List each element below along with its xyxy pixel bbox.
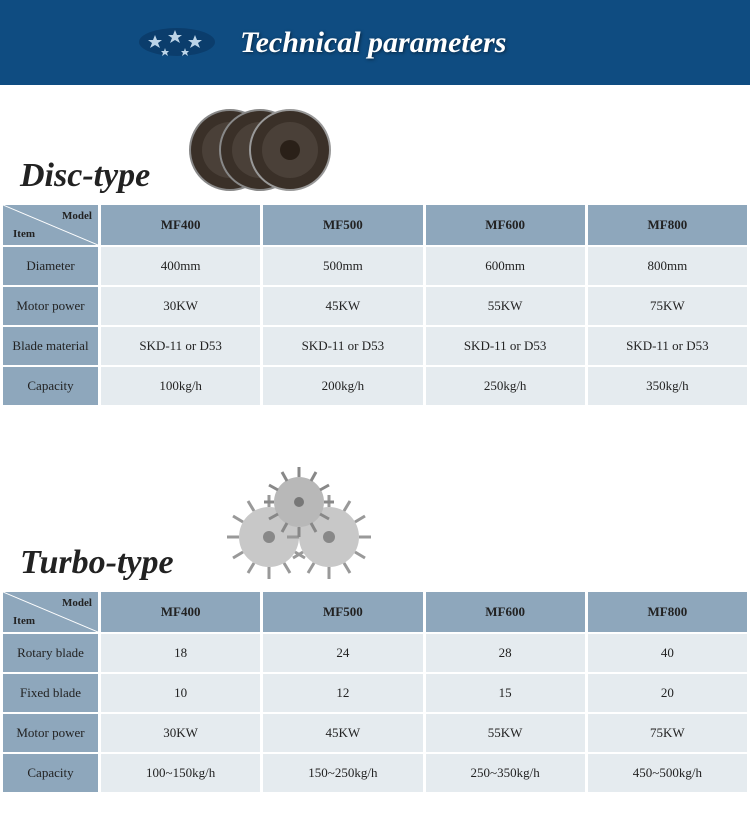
row-label: Motor power	[3, 714, 98, 752]
data-cell: 100kg/h	[101, 367, 260, 405]
col-header: MF500	[263, 205, 422, 245]
col-header: MF500	[263, 592, 422, 632]
disc-section: Disc-type Model Item MF400 MF500	[0, 85, 750, 407]
turbo-section-title: Turbo-type	[20, 544, 174, 582]
data-cell: 55KW	[426, 714, 585, 752]
item-model-corner: Model Item	[3, 205, 98, 245]
model-label: Model	[62, 597, 92, 609]
data-cell: SKD-11 or D53	[263, 327, 422, 365]
data-cell: 500mm	[263, 247, 422, 285]
data-cell: 15	[426, 674, 585, 712]
col-header: MF600	[426, 205, 585, 245]
row-label: Fixed blade	[3, 674, 98, 712]
turbo-table: Model Item MF400 MF500 MF600 MF800 Rotar…	[0, 590, 750, 794]
data-cell: 250kg/h	[426, 367, 585, 405]
row-label: Rotary blade	[3, 634, 98, 672]
disc-product-image	[175, 105, 345, 195]
col-header: MF600	[426, 592, 585, 632]
table-row: Blade material SKD-11 or D53 SKD-11 or D…	[3, 327, 747, 365]
model-label: Model	[62, 210, 92, 222]
data-cell: 150~250kg/h	[263, 754, 422, 792]
table-row: Motor power 30KW 45KW 55KW 75KW	[3, 714, 747, 752]
table-row: Capacity 100~150kg/h 150~250kg/h 250~350…	[3, 754, 747, 792]
table-header-row: Model Item MF400 MF500 MF600 MF800	[3, 592, 747, 632]
data-cell: 250~350kg/h	[426, 754, 585, 792]
data-cell: 75KW	[588, 714, 747, 752]
table-row: Motor power 30KW 45KW 55KW 75KW	[3, 287, 747, 325]
col-header: MF400	[101, 205, 260, 245]
data-cell: 30KW	[101, 714, 260, 752]
data-cell: 28	[426, 634, 585, 672]
turbo-section: Turbo-type	[0, 447, 750, 794]
row-label: Capacity	[3, 367, 98, 405]
table-header-row: Model Item MF400 MF500 MF600 MF800	[3, 205, 747, 245]
row-label: Diameter	[3, 247, 98, 285]
data-cell: 200kg/h	[263, 367, 422, 405]
data-cell: 10	[101, 674, 260, 712]
data-cell: 45KW	[263, 287, 422, 325]
stars-logo	[135, 20, 220, 65]
data-cell: 800mm	[588, 247, 747, 285]
data-cell: 20	[588, 674, 747, 712]
data-cell: 75KW	[588, 287, 747, 325]
col-header: MF800	[588, 592, 747, 632]
disc-section-header: Disc-type	[0, 85, 750, 203]
row-label: Blade material	[3, 327, 98, 365]
page-title: Technical parameters	[240, 26, 506, 60]
table-row: Capacity 100kg/h 200kg/h 250kg/h 350kg/h	[3, 367, 747, 405]
col-header: MF400	[101, 592, 260, 632]
row-label: Capacity	[3, 754, 98, 792]
data-cell: 600mm	[426, 247, 585, 285]
data-cell: 100~150kg/h	[101, 754, 260, 792]
data-cell: 24	[263, 634, 422, 672]
data-cell: 30KW	[101, 287, 260, 325]
data-cell: 45KW	[263, 714, 422, 752]
data-cell: 12	[263, 674, 422, 712]
turbo-section-header: Turbo-type	[0, 447, 750, 590]
item-label: Item	[13, 615, 35, 627]
turbo-product-image	[199, 467, 399, 582]
item-model-corner: Model Item	[3, 592, 98, 632]
data-cell: 350kg/h	[588, 367, 747, 405]
header-banner: Technical parameters	[0, 0, 750, 85]
col-header: MF800	[588, 205, 747, 245]
table-row: Diameter 400mm 500mm 600mm 800mm	[3, 247, 747, 285]
data-cell: 55KW	[426, 287, 585, 325]
data-cell: 400mm	[101, 247, 260, 285]
item-label: Item	[13, 228, 35, 240]
data-cell: 18	[101, 634, 260, 672]
table-row: Rotary blade 18 24 28 40	[3, 634, 747, 672]
data-cell: SKD-11 or D53	[426, 327, 585, 365]
data-cell: 450~500kg/h	[588, 754, 747, 792]
disc-table: Model Item MF400 MF500 MF600 MF800 Diame…	[0, 203, 750, 407]
row-label: Motor power	[3, 287, 98, 325]
table-row: Fixed blade 10 12 15 20	[3, 674, 747, 712]
data-cell: SKD-11 or D53	[101, 327, 260, 365]
data-cell: 40	[588, 634, 747, 672]
data-cell: SKD-11 or D53	[588, 327, 747, 365]
disc-section-title: Disc-type	[20, 157, 150, 195]
